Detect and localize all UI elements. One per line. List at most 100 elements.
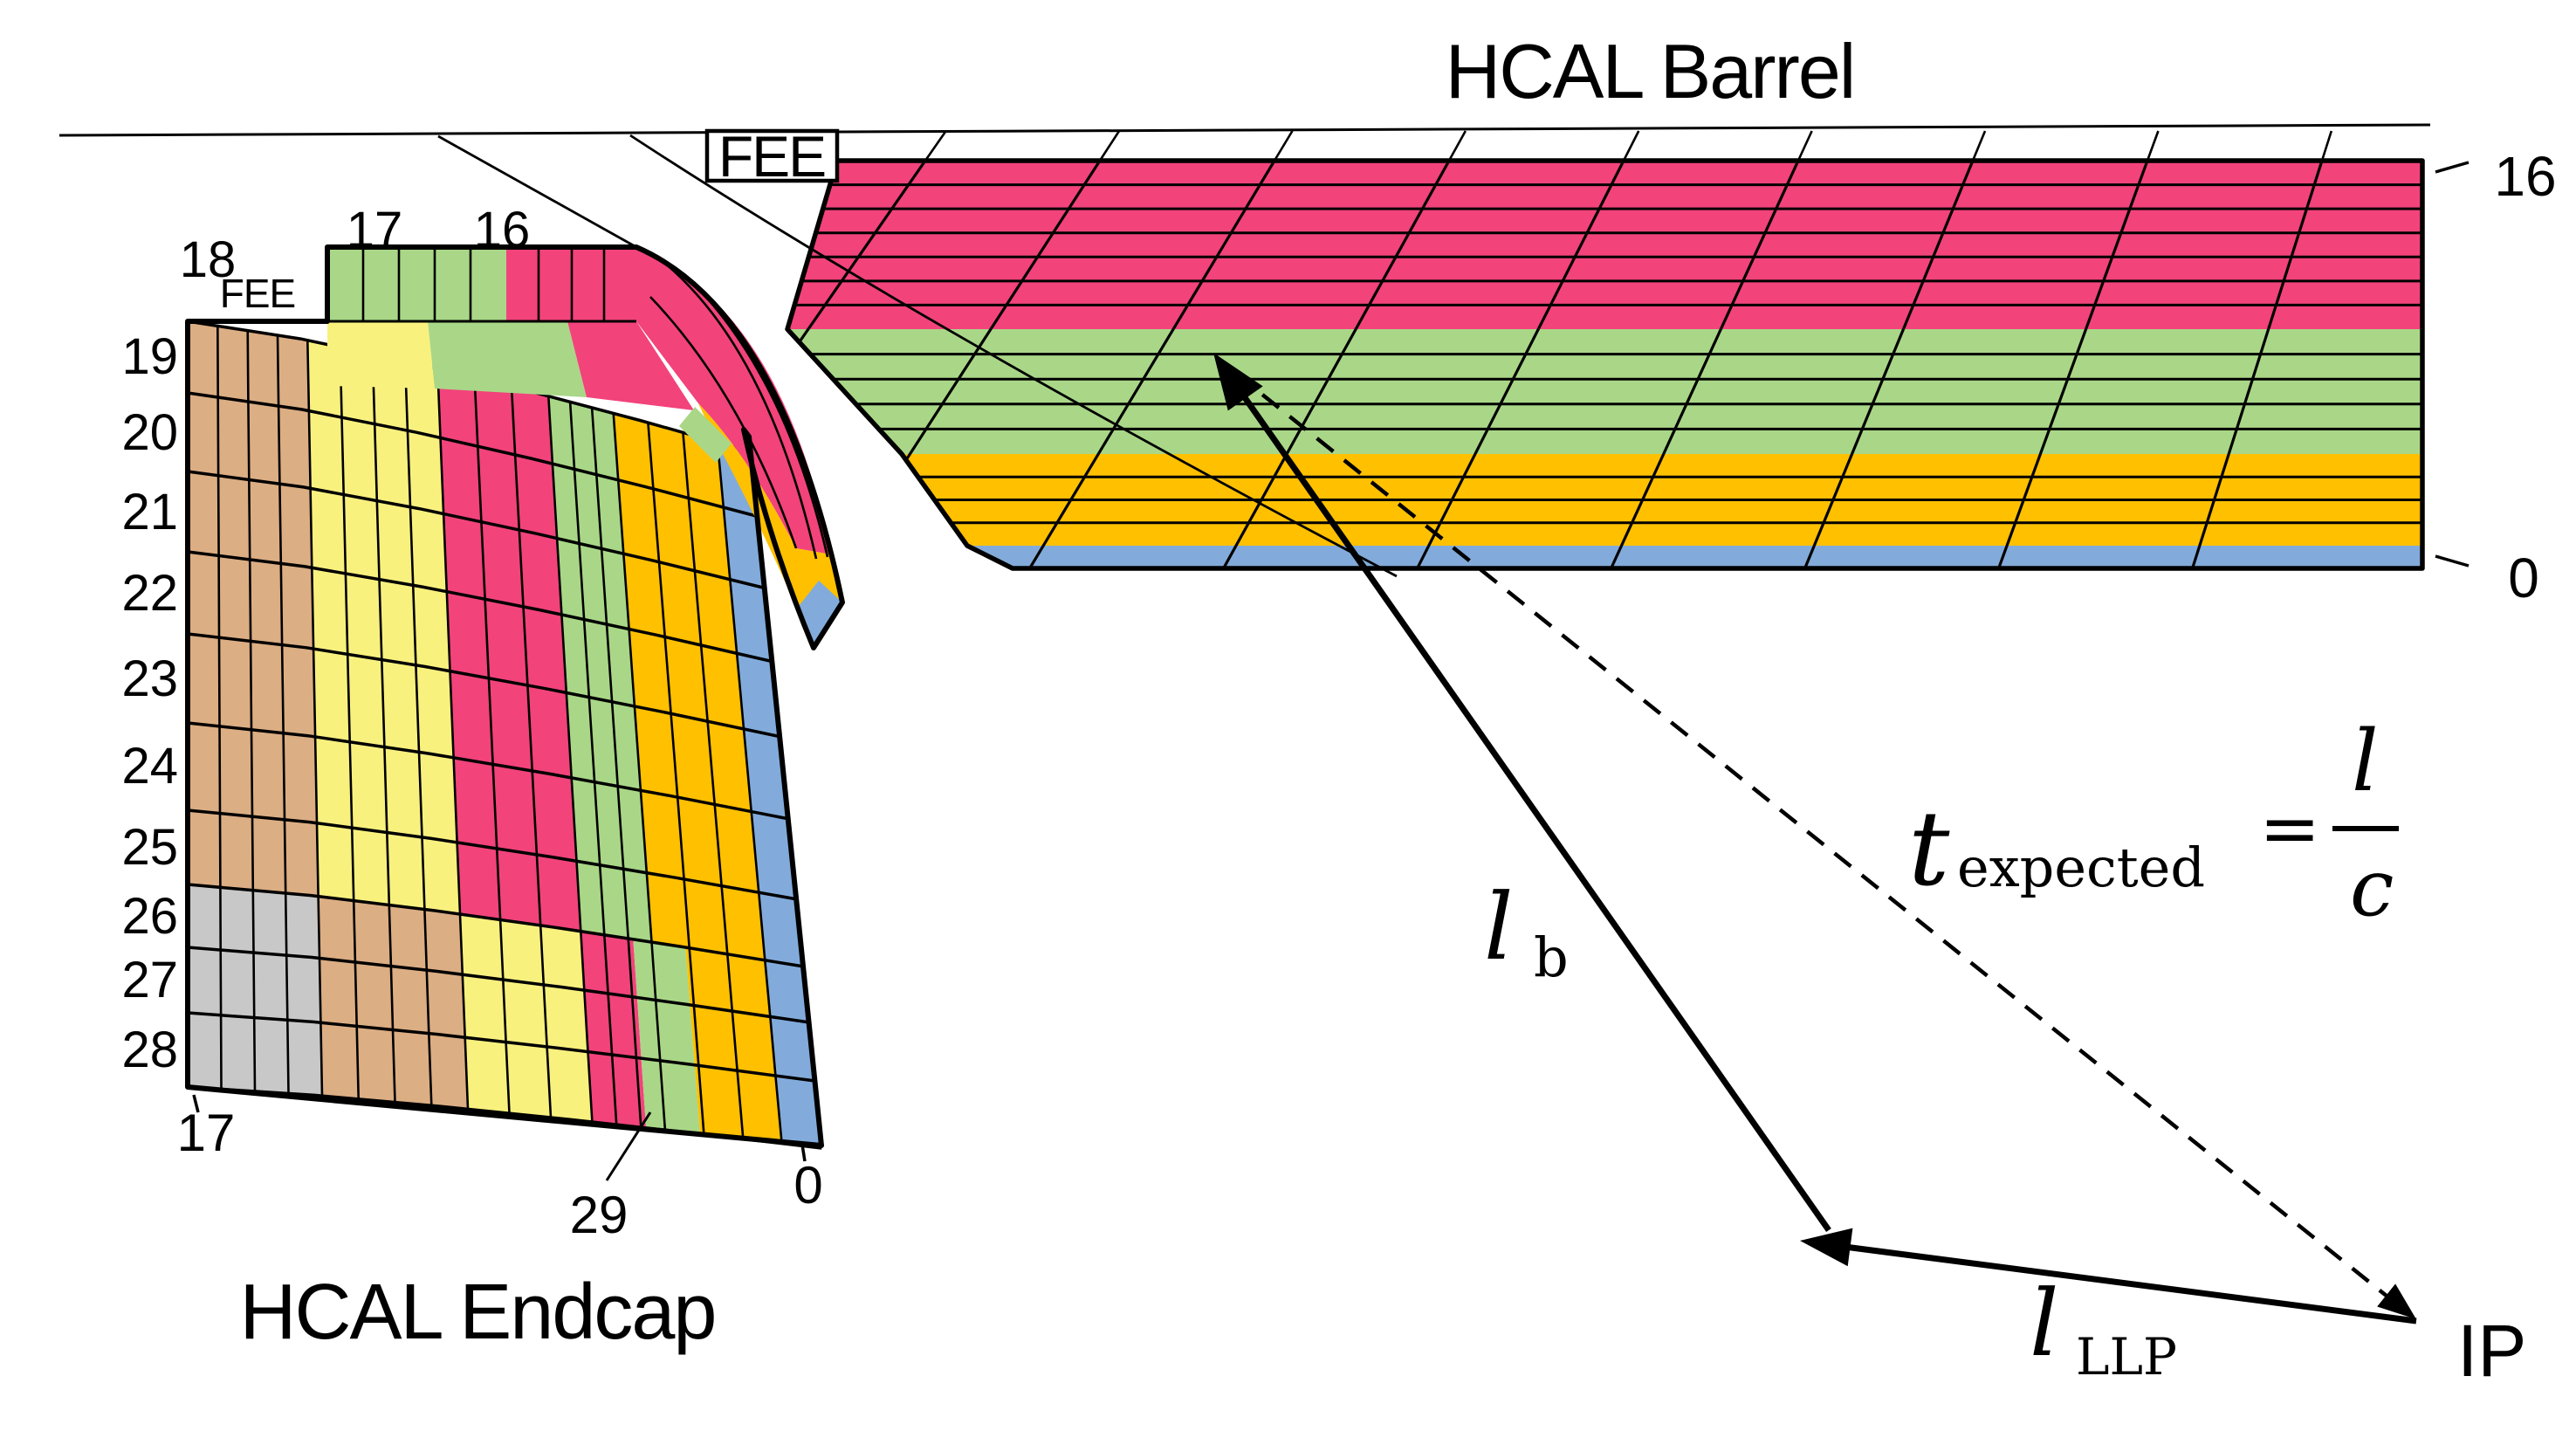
endcap-tower-line [187, 808, 798, 901]
endcap-layer-line [568, 401, 618, 1127]
endcap-layer-line [306, 340, 324, 1100]
barrel-depth-16: 16 [2494, 145, 2556, 208]
endcap-tower-line [187, 391, 760, 519]
endcap-group [185, 244, 845, 1150]
barrel-title: HCAL Barrel [1446, 28, 1855, 114]
formula-eq: = [2259, 786, 2320, 871]
barrel-fee-tick [2146, 130, 2160, 162]
barrel-depth-0: 0 [2508, 547, 2539, 609]
endcap-tower-21: 21 [121, 484, 178, 540]
endcap-layer-line [682, 431, 745, 1139]
endcap-wedge-green [679, 407, 732, 463]
endcap-wedge-pink [636, 247, 831, 554]
barrel-depth-16-tick [2435, 161, 2470, 174]
endcap-layer-line [612, 413, 667, 1132]
endcap-zone-pink [580, 931, 647, 1130]
endcap-tower-19: 19 [121, 328, 178, 385]
endcap-tower-24: 24 [121, 738, 178, 795]
endcap-tower-18: 18 [180, 231, 237, 288]
endcap-zone-orange [685, 947, 782, 1144]
endcap-tower-line [187, 470, 767, 590]
formula-num: l [2352, 712, 2379, 810]
projective-gap-lines [437, 134, 1398, 578]
endcap-tower-20: 20 [121, 404, 178, 461]
ip-label: IP [2457, 1310, 2526, 1392]
endcap-tower-26: 26 [121, 888, 178, 945]
endcap-wedge-line [663, 261, 818, 560]
endcap-wedge-line [649, 296, 798, 549]
barrel-tower-line [1803, 161, 1975, 568]
endcap-tower-line [187, 946, 810, 1024]
formula-t: t [1908, 788, 1950, 909]
endcap-layer-line [339, 347, 361, 1104]
formula-sub: expected [1957, 836, 2205, 899]
vectors-group [1213, 353, 2417, 1324]
lllp-label-main: l [2030, 1270, 2059, 1377]
endcap-layer-line [647, 422, 705, 1136]
barrel-fee-label: FEE [718, 124, 825, 189]
endcap-layer-17-tick [192, 1094, 200, 1113]
endcap-tower-27: 27 [121, 952, 178, 1008]
barrel-fee-tick [1098, 130, 1121, 162]
lb-arrowhead [1213, 353, 1263, 411]
endcap-tower-line [187, 550, 774, 664]
barrel-fee-tick [1273, 130, 1294, 162]
endcap-tower-29-leader [605, 1111, 652, 1181]
gap-line-upper [437, 134, 637, 249]
endcap-layer-line [436, 368, 470, 1113]
endcap-tower-29: 29 [570, 1186, 629, 1244]
endcap-tower-17: 17 [347, 202, 403, 258]
barrel-tower-line [2191, 161, 2324, 568]
barrel-outline [785, 158, 2425, 571]
lb-arrow-shaft [1223, 368, 1831, 1233]
lllp-label-sub: LLP [2076, 1327, 2177, 1386]
barrel-group [58, 123, 2431, 571]
endcap-tower-16: 16 [474, 202, 531, 258]
barrel-fee-tick [2320, 130, 2333, 162]
barrel-tower-line [1997, 161, 2149, 568]
barrel-band-pink [787, 161, 2422, 329]
endcap-title: HCAL Endcap [240, 1269, 716, 1356]
barrel-top-line [58, 123, 2431, 137]
barrel-fee-tick [924, 130, 947, 162]
barrel-band-blue [967, 546, 2422, 568]
barrel-depth-0-tick [2435, 554, 2470, 568]
barrel-tower-line [1222, 161, 1451, 568]
endcap-band18-pink [567, 321, 694, 410]
barrel-tower-line [1416, 161, 1625, 568]
endcap-tower-23: 23 [121, 650, 178, 707]
barrel-tower-line [1610, 161, 1800, 568]
endcap-zone-blue [717, 442, 804, 967]
light-path-dashed [1233, 371, 2394, 1302]
endcap-layer-line [716, 442, 783, 1144]
endcap-zone-yellow [460, 913, 593, 1125]
endcap-layer-line [276, 334, 290, 1097]
endcap-layer-line [246, 329, 257, 1094]
barrel-tower-line [1028, 161, 1276, 568]
endcap-tower-line [187, 721, 790, 821]
endcap-outline [185, 244, 845, 1148]
endcap-layer-line [403, 361, 433, 1110]
barrel-grid [787, 161, 2422, 568]
lllp-arrow-shaft [1810, 1239, 2417, 1324]
endcap-fee-label: FEE [220, 271, 295, 316]
barrel-fee-tick [1447, 130, 1467, 162]
endcap-zone-pink [437, 368, 581, 932]
endcap-tower-28: 28 [121, 1022, 178, 1078]
endcap-layer-0: 0 [793, 1156, 822, 1214]
gap-line-lower [629, 134, 1398, 578]
endcap-band18-green [428, 321, 587, 397]
lb-label-sub: b [1534, 925, 1569, 989]
endcap-layer-line [473, 377, 511, 1118]
endcap-layer-line [371, 354, 396, 1106]
barrel-fee-box [704, 128, 840, 183]
light-path-arrowhead [2377, 1283, 2416, 1319]
lllp-arrowhead [1800, 1228, 1853, 1267]
endcap-tower-line [187, 632, 782, 739]
endcap-layer-17: 17 [177, 1104, 236, 1162]
endcap-layer-line [590, 407, 642, 1130]
endcap-layer-line [510, 386, 553, 1121]
